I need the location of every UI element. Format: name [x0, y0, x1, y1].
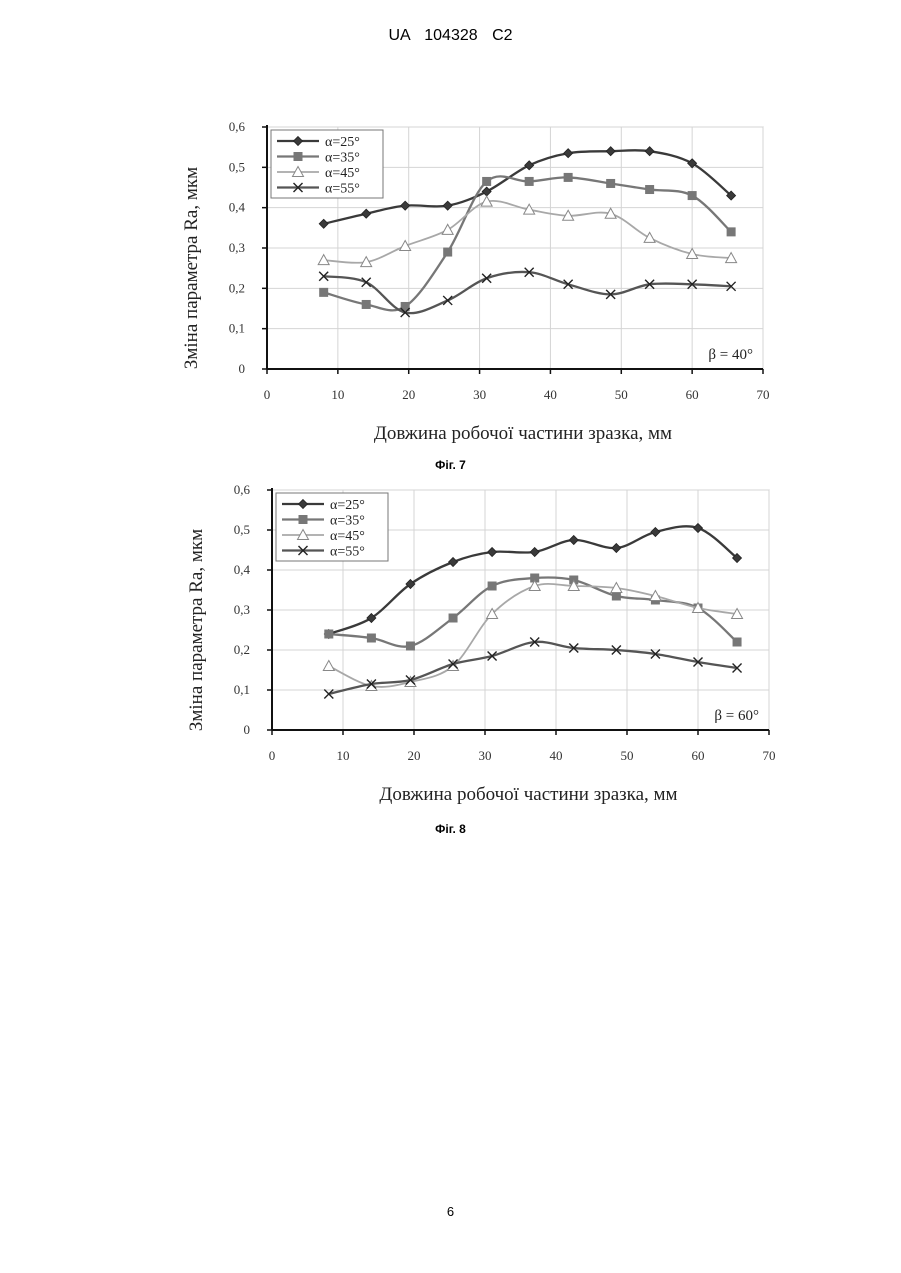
legend-label: α=55°	[330, 545, 365, 560]
y-tick-label: 0	[244, 722, 251, 737]
y-tick-label: 0,5	[234, 522, 250, 537]
legend: α=25°α=35°α=45°α=55°	[271, 130, 383, 198]
x-tick-label: 40	[544, 387, 557, 402]
x-tick-label: 60	[686, 387, 699, 402]
beta-annotation: β = 40°	[708, 347, 753, 363]
data-point	[362, 300, 371, 309]
data-point	[688, 191, 697, 200]
data-point	[564, 173, 573, 182]
figure-caption-7: Фіг. 7	[0, 458, 901, 472]
page-number: 6	[0, 1204, 901, 1219]
x-tick-label: 0	[269, 748, 276, 763]
legend-label: α=25°	[330, 498, 365, 513]
y-tick-label: 0,4	[229, 200, 246, 215]
figure-caption-8: Фіг. 8	[0, 822, 901, 836]
data-point	[443, 248, 452, 257]
y-axis-title: Зміна параметра Ra, мкм	[186, 529, 207, 731]
x-tick-label: 40	[550, 748, 563, 763]
x-tick-label: 60	[692, 748, 705, 763]
data-point	[733, 638, 742, 647]
y-tick-label: 0,6	[234, 482, 251, 497]
y-tick-label: 0,2	[234, 642, 250, 657]
data-point	[319, 288, 328, 297]
x-axis-title: Довжина робочої частини зразка, мм	[374, 423, 672, 444]
legend-marker	[299, 515, 308, 524]
y-tick-label: 0,1	[229, 321, 245, 336]
data-point	[449, 614, 458, 623]
chart-figure-8: 0 0,1 0,2 0,3 0,4 0,5 0,6 0 10 20 30 40 50 60 70 Довжин…	[0, 478, 901, 808]
x-tick-label: 50	[621, 748, 634, 763]
x-tick-label: 0	[264, 387, 271, 402]
legend: α=25°α=35°α=45°α=55°	[276, 493, 388, 561]
y-tick-label: 0,3	[234, 602, 250, 617]
data-point	[645, 185, 654, 194]
data-point	[525, 177, 534, 186]
legend-label: α=35°	[330, 514, 365, 529]
x-tick-label: 70	[763, 748, 776, 763]
x-tick-label: 50	[615, 387, 628, 402]
x-tick-label: 20	[408, 748, 421, 763]
x-axis-title: Довжина робочої частини зразка, мм	[379, 784, 677, 805]
y-tick-label: 0,2	[229, 280, 245, 295]
legend-label: α=55°	[325, 182, 360, 197]
data-point	[324, 630, 333, 639]
legend-label: α=25°	[325, 135, 360, 150]
y-tick-label: 0,6	[229, 119, 246, 134]
x-tick-label: 20	[402, 387, 415, 402]
y-tick-label: 0	[239, 361, 246, 376]
legend-label: α=45°	[330, 529, 365, 544]
data-point	[606, 179, 615, 188]
data-point	[367, 634, 376, 643]
beta-annotation: β = 60°	[714, 708, 759, 724]
x-tick-label: 10	[337, 748, 350, 763]
y-tick-label: 0,1	[234, 682, 250, 697]
data-point	[727, 227, 736, 236]
x-tick-label: 10	[331, 387, 344, 402]
legend-label: α=45°	[325, 166, 360, 181]
x-tick-label: 30	[473, 387, 486, 402]
data-point	[488, 582, 497, 591]
data-point	[406, 642, 415, 651]
x-tick-label: 30	[479, 748, 492, 763]
data-point	[482, 177, 491, 186]
legend-label: α=35°	[325, 151, 360, 166]
x-tick-label: 70	[757, 387, 770, 402]
document-header: UA 104328 C2	[0, 27, 901, 45]
y-axis-title: Зміна параметра Ra, мкм	[181, 167, 202, 369]
legend-marker	[294, 152, 303, 161]
y-tick-label: 0,5	[229, 159, 245, 174]
y-tick-label: 0,3	[229, 240, 245, 255]
chart-figure-7: 0 0,1 0,2 0,3 0,4 0,5 0,6 0 10 20 30 40 50 60 70 Довжин…	[0, 115, 901, 445]
y-tick-label: 0,4	[234, 562, 251, 577]
